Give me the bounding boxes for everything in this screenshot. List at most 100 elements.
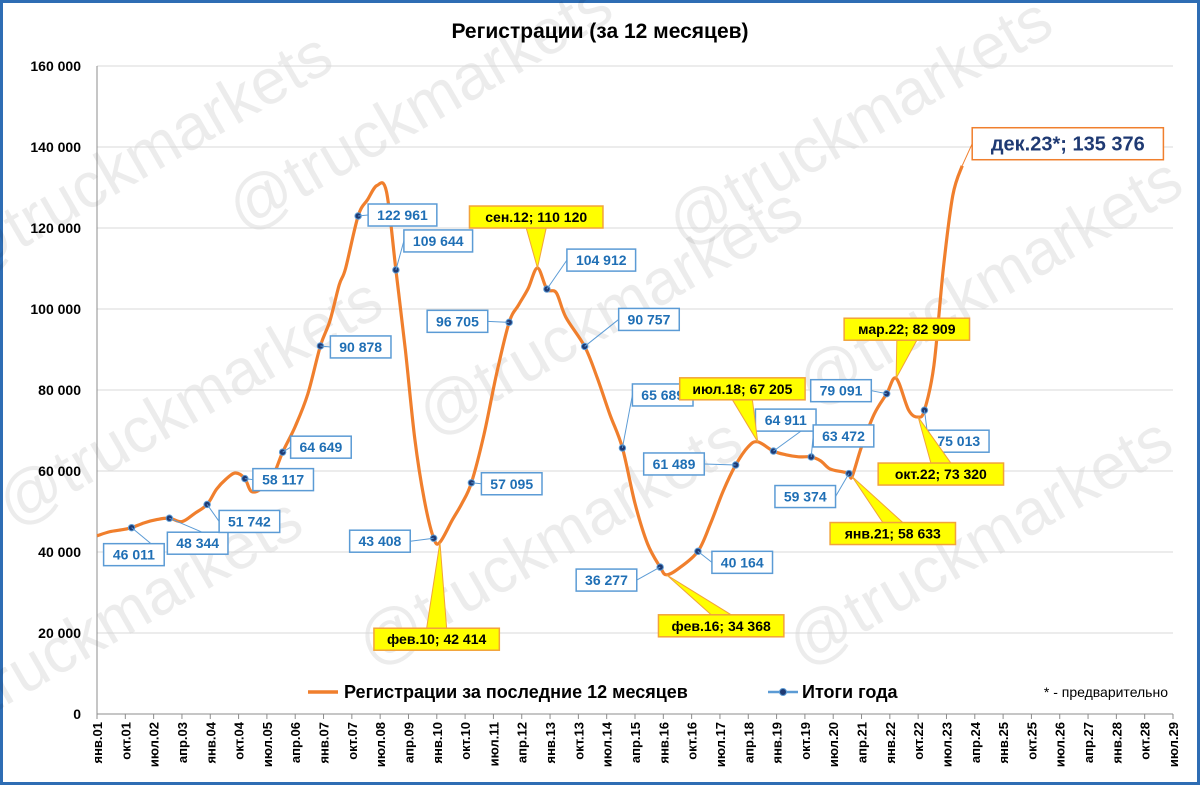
callout-box [657,614,785,638]
label-text: окт.22; 73 320 [895,466,987,482]
y-axis: 0 20 000 40 000 60 000 80 000 100 000 120 000 1… [30,58,81,722]
year-total-box [348,529,411,553]
final-value-box [971,126,1165,161]
year-total-label: 57 095 [471,472,543,496]
year-total-box [566,248,637,272]
label-leader [961,143,973,166]
x-tick-label: апр.12 [515,722,530,763]
year-total-label: 61 489 [642,452,736,476]
callout-box [468,205,604,229]
callout-box [843,317,971,341]
data-labels: 46 011 48 344 51 742 58 117 64 649 90 878 122 … [102,126,1165,651]
x-tick-label: июл.26 [1053,722,1068,767]
label-leader [584,319,619,347]
label-leader [697,550,713,563]
year-total-label: 51 742 [206,504,281,534]
label-leader [636,566,661,581]
y-tick-label: 0 [73,706,81,722]
x-tick-label: окт.07 [345,722,360,760]
year-total-label: 65 689 [621,383,694,449]
label-text: фев.10; 42 414 [387,631,487,647]
callout-label: янв.21; 58 633 [829,476,957,546]
label-text: 63 472 [822,428,865,444]
year-total-label: 122 961 [358,203,438,227]
label-text: 64 911 [765,412,807,428]
legend: Регистрации за последние 12 месяцев Итоги… [308,682,899,702]
x-tick-label: апр.18 [741,722,756,763]
label-text: 61 489 [653,456,696,472]
year-total-box [252,467,315,492]
x-tick-label: апр.09 [401,722,416,763]
final-value-label: дек.23*; 135 376 [961,126,1165,166]
year-total-box [102,542,165,567]
label-leader [282,446,291,453]
label-text: 40 164 [721,554,764,570]
label-leader [487,320,510,323]
label-leader [546,259,568,290]
label-text: 48 344 [176,535,219,551]
x-tick-label: июл.02 [147,722,162,767]
year-total-label: 90 757 [584,307,681,347]
year-total-label: 79 091 [809,378,887,403]
label-text: 96 705 [436,313,479,329]
x-tick-label: янв.13 [543,722,558,764]
x-tick-label: янв.04 [203,721,218,763]
label-text: 75 013 [937,433,980,449]
x-tick-label: янв.01 [90,722,105,764]
label-leader [704,463,736,466]
label-text: 46 011 [113,547,155,563]
label-text: фев.16; 34 368 [672,618,772,634]
year-total-box [218,509,281,534]
label-text: 109 644 [413,233,464,249]
label-leader [320,345,331,348]
year-total-label: 58 117 [244,467,315,492]
year-total-box [617,307,681,332]
series-line-registrations [96,165,964,577]
callout-box [678,377,806,401]
label-leader [871,390,887,395]
x-tick-label: июл.20 [826,722,841,767]
x-tick-label: янв.25 [996,722,1011,764]
legend-item-registrations: Регистрации за последние 12 месяцев [308,682,688,702]
x-tick-label: окт.04 [232,721,247,760]
y-tick-label: 20 000 [38,625,81,641]
label-leader [471,482,482,485]
callout-label: фев.16; 34 368 [657,574,785,638]
x-tick-label: янв.22 [883,722,898,764]
x-tick-label: апр.03 [175,722,190,763]
label-text: 104 912 [576,252,627,268]
label-leader [621,394,633,449]
label-leader [358,214,369,217]
x-tick-label: июл.23 [939,722,954,767]
year-total-box [426,309,489,334]
legend-label: Регистрации за последние 12 месяцев [344,682,688,702]
year-total-box [367,203,438,227]
callout-pointer [525,227,547,269]
y-tick-label: 100 000 [30,301,81,317]
x-tick-label: окт.01 [118,722,133,760]
x-tick-label: янв.07 [317,722,332,764]
callout-box [829,521,957,546]
legend-item-year-totals: Итоги года [768,682,899,702]
year-total-box [403,229,474,253]
x-tick-label: апр.21 [855,722,870,763]
footnote: * - предварительно [1044,684,1168,700]
label-leader [395,240,405,271]
x-tick-label: июл.29 [1166,722,1181,767]
x-tick-label: апр.06 [288,722,303,763]
label-text: 57 095 [490,476,533,492]
callout-label: окт.22; 73 320 [877,416,1005,486]
callout-label: сен.12; 110 120 [468,205,604,269]
year-total-point [845,469,853,478]
callout-label: июл.18; 67 205 [678,377,806,443]
callout-box [877,462,1005,486]
label-leader [835,473,850,497]
year-total-label: 109 644 [395,229,474,271]
label-text: 36 277 [585,572,628,588]
year-total-label: 96 705 [426,309,510,334]
x-tick-label: июл.05 [260,722,275,767]
label-text: дек.23*; 135 376 [991,134,1145,156]
x-tick-label: окт.10 [458,722,473,760]
y-tick-label: 160 000 [30,58,81,74]
year-total-label: 46 011 [102,527,165,567]
